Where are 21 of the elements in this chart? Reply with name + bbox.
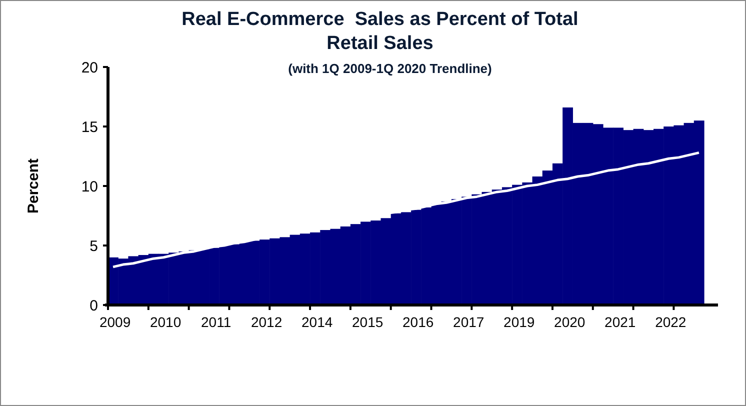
y-tick-label: 20 [81,59,98,76]
y-tick-label: 0 [90,297,98,314]
y-tick-label: 15 [81,118,98,136]
x-tick-label: 2009 [99,314,131,330]
x-tick-label: 2020 [554,314,586,330]
x-tick-label: 2017 [453,314,484,330]
y-tick-label: 5 [90,238,98,255]
chart-subtitle: (with 1Q 2009-1Q 2020 Trendline) [288,61,492,76]
chart-title: Real E-Commerce Sales as Percent of Total Retail Sales [182,9,578,54]
x-tick-label: 2014 [302,314,333,330]
line-series [112,151,700,268]
x-tick-label: 2016 [402,314,434,330]
y-tick-label: 10 [81,178,98,196]
x-tick-label: 2012 [251,314,282,330]
x-tick-label: 2021 [604,314,636,330]
x-tick-label: 2019 [504,314,535,330]
y-axis-title: Percent [25,158,42,214]
x-tick-label: 2015 [352,314,384,330]
x-tick-label: 2010 [150,314,182,330]
x-tick-label: 2022 [655,314,686,330]
x-tick-label: 2011 [201,314,232,330]
